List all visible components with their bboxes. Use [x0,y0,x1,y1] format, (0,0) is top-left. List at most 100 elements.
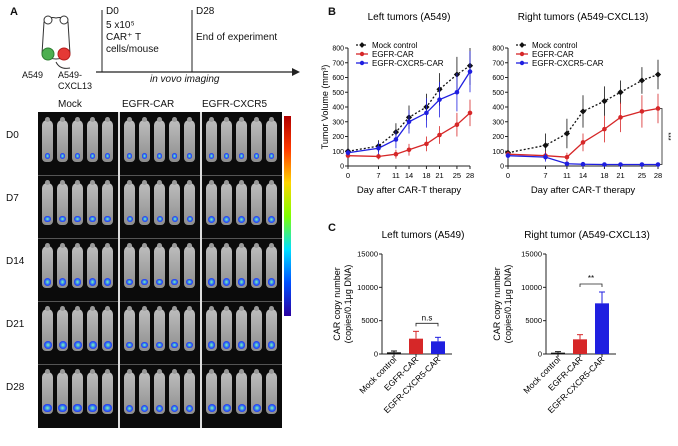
data-point [638,77,646,84]
series-line [507,73,659,154]
data-point [655,162,661,167]
imaged-mouse [72,243,83,288]
bar [573,339,587,354]
imaged-mouse [57,369,68,414]
y-tick-label: 5000 [525,316,542,325]
imaged-mouse [221,180,232,225]
y-axis-label: (copies/0.1μg DNA) [503,265,513,344]
imaged-mouse [57,117,68,162]
imaged-mouse [124,369,135,414]
y-tick-label: 400 [332,105,344,112]
imaged-mouse [42,369,53,414]
signal-spot [103,341,112,349]
signal-spot [156,278,163,286]
data-point [376,146,381,151]
legend-label: Mock control [372,41,418,50]
data-point [602,126,607,132]
imaged-mouse [266,243,277,288]
car-copy-right-chart: Right tumor (A549-CXCL13) 0 5000 10000 15000… [492,230,650,415]
imaged-mouse [87,369,98,414]
data-point [424,141,429,147]
imaged-mouse [184,243,195,288]
x-tick-label: 21 [616,171,624,180]
left-tumor-label: A549 [22,70,44,80]
y-tick-label: 300 [332,119,344,126]
imaged-mouse [251,369,262,414]
signal-spot [207,278,216,286]
imaged-mouse [87,243,98,288]
timeline-d28: D28 [196,6,215,17]
imaged-mouse [206,306,217,351]
signal-spot [58,278,67,286]
imaging-day-label: D14 [6,256,25,267]
signal-spot [267,404,276,412]
panel-a-letter: A [10,6,18,18]
signal-spot [186,153,193,159]
luminescence-colorbar [284,116,291,316]
signal-spot [186,216,193,222]
imaging-group-label: EGFR-CXCR5 [202,99,268,110]
signal-spot [74,153,81,159]
signal-spot [207,404,216,412]
bar [409,338,423,354]
imaged-mouse [87,306,98,351]
imaged-mouse [221,243,232,288]
data-point [467,110,473,116]
imaging-grid [38,112,282,428]
row-separator [38,364,282,365]
signal-spot [89,153,96,159]
imaged-mouse [236,243,247,288]
bar [595,303,609,354]
imaged-mouse [87,180,98,225]
y-tick-label: 15000 [521,250,542,259]
signal-spot [74,215,81,223]
signal-spot [252,341,261,349]
imaged-mouse [87,117,98,162]
imaged-mouse [184,117,195,162]
bioluminescence-imaging-panel: Mock EGFR-CAR EGFR-CXCR5 D0 D7 D14 D21 D… [2,98,302,438]
imaged-mouse [139,117,150,162]
timeline-end-label: End of experiment [196,32,278,43]
signal-spot [238,153,245,159]
legend-label: EGFR-CAR [372,50,414,59]
significance-label: n.s [422,313,433,322]
chart-title: Right tumor (A549-CXCL13) [524,230,650,241]
imaged-mouse [72,117,83,162]
group-separator [200,112,202,428]
imaged-mouse [124,180,135,225]
imaged-mouse [72,306,83,351]
imaged-mouse [42,180,53,225]
signal-spot [103,403,112,413]
signal-spot [267,341,276,349]
timeline-dose-line1: 5 x10⁵ [106,20,135,31]
signal-spot [126,404,133,412]
car-copy-left-chart: Left tumors (A549) 0 5000 10000 15000 CAR cop… [332,230,464,415]
y-tick-label: 800 [492,46,504,53]
signal-spot [222,404,231,412]
legend-label: EGFR-CXCR5-CAR [532,59,604,68]
signal-spot [208,153,215,159]
imaged-mouse [57,180,68,225]
data-point [602,162,607,167]
row-separator [38,238,282,239]
imaged-mouse [102,369,113,414]
signal-spot [156,404,163,412]
signal-spot [156,153,163,159]
data-point [542,142,549,149]
signal-spot [89,215,96,223]
y-tick-label: 600 [492,75,504,82]
imaged-mouse [102,243,113,288]
y-tick-label: 100 [332,149,344,156]
signal-spot [104,153,111,159]
legend-marker [519,42,525,48]
x-tick-label: 18 [422,171,430,180]
imaged-mouse [72,180,83,225]
y-tick-label: 700 [332,60,344,67]
imaged-mouse [154,243,165,288]
signal-spot [88,278,97,286]
data-point [601,97,608,105]
imaged-mouse [184,369,195,414]
imaged-mouse [169,180,180,225]
significance-bracket [660,108,663,165]
y-axis-label: Tumor Volume (mm³) [320,65,330,150]
